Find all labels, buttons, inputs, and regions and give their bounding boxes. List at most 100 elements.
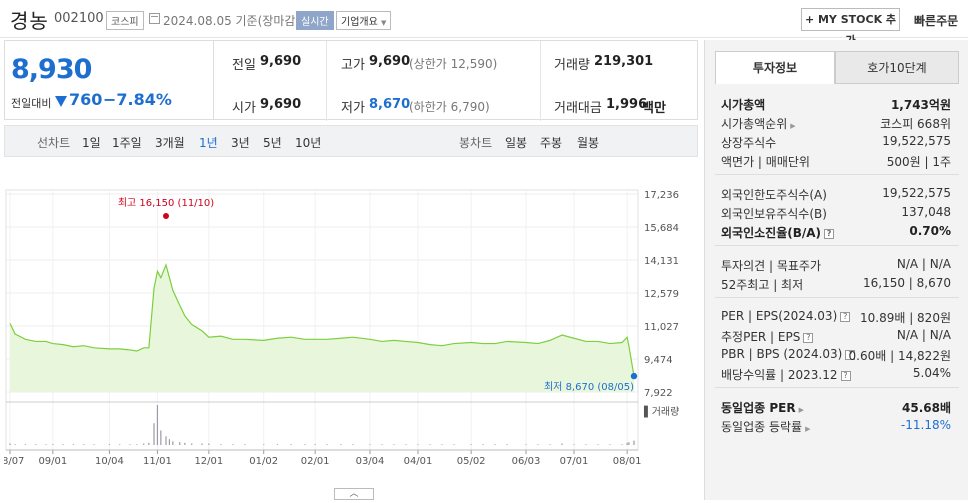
info-row[interactable]: 동일업종 등락률 ▶ -11.18% (721, 418, 951, 436)
amount-unit: 백만 (642, 101, 666, 116)
info-value: 5.04% (912, 366, 951, 380)
info-label: 투자의견 | 목표주가 (721, 259, 821, 273)
volume-bar (45, 444, 47, 445)
chevron-up-icon: ︿ (349, 489, 359, 499)
tab-daily[interactable]: 일봉 (505, 136, 528, 150)
volume-bar (549, 444, 551, 445)
market-badge: 코스피 (106, 11, 144, 30)
info-value: 500원 | 1주 (886, 155, 951, 169)
info-row[interactable]: 동일업종 PER ▶ 45.68배 (721, 399, 951, 417)
info-value: 0.60배 | 14,822원 (848, 349, 951, 363)
y-tick-label: 17,236 (644, 190, 679, 201)
tab-3m[interactable]: 3개월 (155, 136, 185, 150)
info-label: 액면가 | 매매단위 (721, 155, 810, 169)
x-tick-label: 05/02 (457, 456, 486, 467)
x-tick-label: 11/01 (143, 456, 172, 467)
prev-close-value: 9,690 (260, 54, 302, 69)
tab-orderbook-10[interactable]: 호가10단계 (835, 51, 959, 84)
volume-bar (609, 444, 611, 445)
info-label: 시가총액순위 ▶ (721, 117, 796, 131)
volume-bar (453, 444, 455, 445)
volume-bar (62, 444, 64, 445)
price-stats: 전일 9,690 고가 9,690 (상한가 12,590) 거래량 219,3… (214, 40, 698, 121)
lower-limit: (하한가 6,790) (409, 100, 490, 114)
volume-bar (417, 444, 419, 445)
quick-order-link[interactable]: 빠른주문 (914, 14, 959, 28)
stock-header: 경농 002100 코스피 2024.08.05 기준(장마감) 실시간 기업개… (0, 0, 968, 47)
info-row: 외국인보유주식수(B) 137,048 (721, 205, 951, 223)
volume-bar (168, 439, 171, 445)
volume-bar (191, 443, 193, 445)
tab-1w[interactable]: 1주일 (112, 136, 142, 150)
tab-3y[interactable]: 3년 (231, 136, 250, 150)
arrow-right-icon: ▶ (790, 122, 796, 130)
info-row[interactable]: 추정PER | EPS? N/A | N/A (721, 328, 951, 346)
volume-bar (506, 444, 508, 445)
info-row[interactable]: 배당수익률 | 2023.12? 5.04% (721, 366, 951, 384)
help-icon[interactable]: ? (824, 228, 835, 239)
candle-chart-label: 봉차트 (459, 136, 493, 150)
volume-bar (393, 444, 395, 445)
tab-weekly[interactable]: 주봉 (540, 136, 563, 150)
tab-1d[interactable]: 1일 (82, 136, 101, 150)
volume-bar (304, 444, 306, 445)
tab-monthly[interactable]: 월봉 (577, 136, 600, 150)
add-mystock-button[interactable]: + MY STOCK 추가 (801, 8, 900, 47)
info-row: 투자의견 | 목표주가 N/A | N/A (721, 257, 951, 275)
volume-bar (143, 443, 145, 445)
chart-period-tabs: 선차트 1일 1주일 3개월 1년 3년 5년 10년 봉차트 일봉 주봉 월봉 (4, 125, 698, 157)
help-icon[interactable]: ? (840, 311, 851, 322)
help-icon[interactable]: ? (840, 370, 851, 381)
info-row[interactable]: 시가총액순위 ▶ 코스피 668위 (721, 115, 951, 133)
x-tick-label: 07/01 (560, 456, 589, 467)
volume-bar (14, 444, 16, 445)
info-value: 10.89배 | 820원 (859, 311, 951, 325)
upper-limit: (상한가 12,590) (409, 57, 498, 71)
line-chart-label: 선차트 (37, 136, 71, 150)
volume-bar (220, 444, 222, 445)
low-marker (630, 372, 638, 380)
help-icon[interactable]: ? (803, 332, 814, 343)
tab-1y[interactable]: 1년 (199, 136, 218, 150)
high-value: 9,690 (369, 54, 411, 69)
date-text: 2024.08.05 기준(장마감) (163, 14, 301, 28)
volume-bar (626, 442, 628, 445)
arrow-right-icon: ▶ (805, 425, 811, 433)
volume-bar (405, 444, 407, 445)
info-row[interactable]: PBR | BPS (2024.03)? 0.60배 | 14,822원 (721, 347, 951, 365)
info-value: 137,048 (901, 205, 951, 219)
volume-bar (482, 444, 484, 445)
company-overview-dropdown[interactable]: 기업개요 ▼ (336, 11, 392, 30)
volume-bar (83, 444, 85, 445)
info-label: 외국인소진율(B/A)? (721, 224, 835, 241)
price-chart[interactable]: 17,236 15,684 14,131 12,579 11,027 9,474 7,922… (0, 160, 698, 500)
realtime-button[interactable]: 실시간 (296, 11, 334, 30)
volume-bar (326, 444, 328, 445)
info-value: 코스피 668위 (880, 117, 951, 131)
volume-bar (9, 443, 11, 445)
stock-name: 경농 (10, 9, 49, 33)
chart-toggle-button[interactable]: ︿ (334, 488, 374, 500)
info-value: 45.68배 (902, 401, 951, 415)
price-panel: 8,930 전일대비 760 −7.84% (4, 40, 214, 120)
info-label: PER | EPS(2024.03)? (721, 309, 851, 323)
info-row[interactable]: 외국인소진율(B/A)? 0.70% (721, 224, 951, 242)
info-value: 19,522,575 (882, 134, 951, 148)
low-value: 8,670 (369, 97, 411, 112)
volume-bar (129, 444, 131, 445)
help-icon[interactable]: ? (845, 349, 856, 360)
volume-label: 거래량 (554, 58, 590, 73)
volume-bar (201, 443, 203, 445)
volume-bar (290, 444, 292, 445)
tab-10y[interactable]: 10년 (295, 136, 322, 150)
info-label: 배당수익률 | 2023.12? (721, 366, 851, 383)
info-row[interactable]: PER | EPS(2024.03)? 10.89배 | 820원 (721, 309, 951, 327)
volume-bar (621, 444, 623, 445)
open-value: 9,690 (260, 97, 302, 112)
tab-investment-info[interactable]: 투자정보 (715, 51, 835, 84)
volume-value: 219,301 (594, 54, 654, 69)
info-label: 동일업종 등락률 ▶ (721, 420, 811, 434)
company-overview-label: 기업개요 (341, 17, 378, 28)
tab-5y[interactable]: 5년 (263, 136, 282, 150)
volume-bar (72, 444, 75, 445)
